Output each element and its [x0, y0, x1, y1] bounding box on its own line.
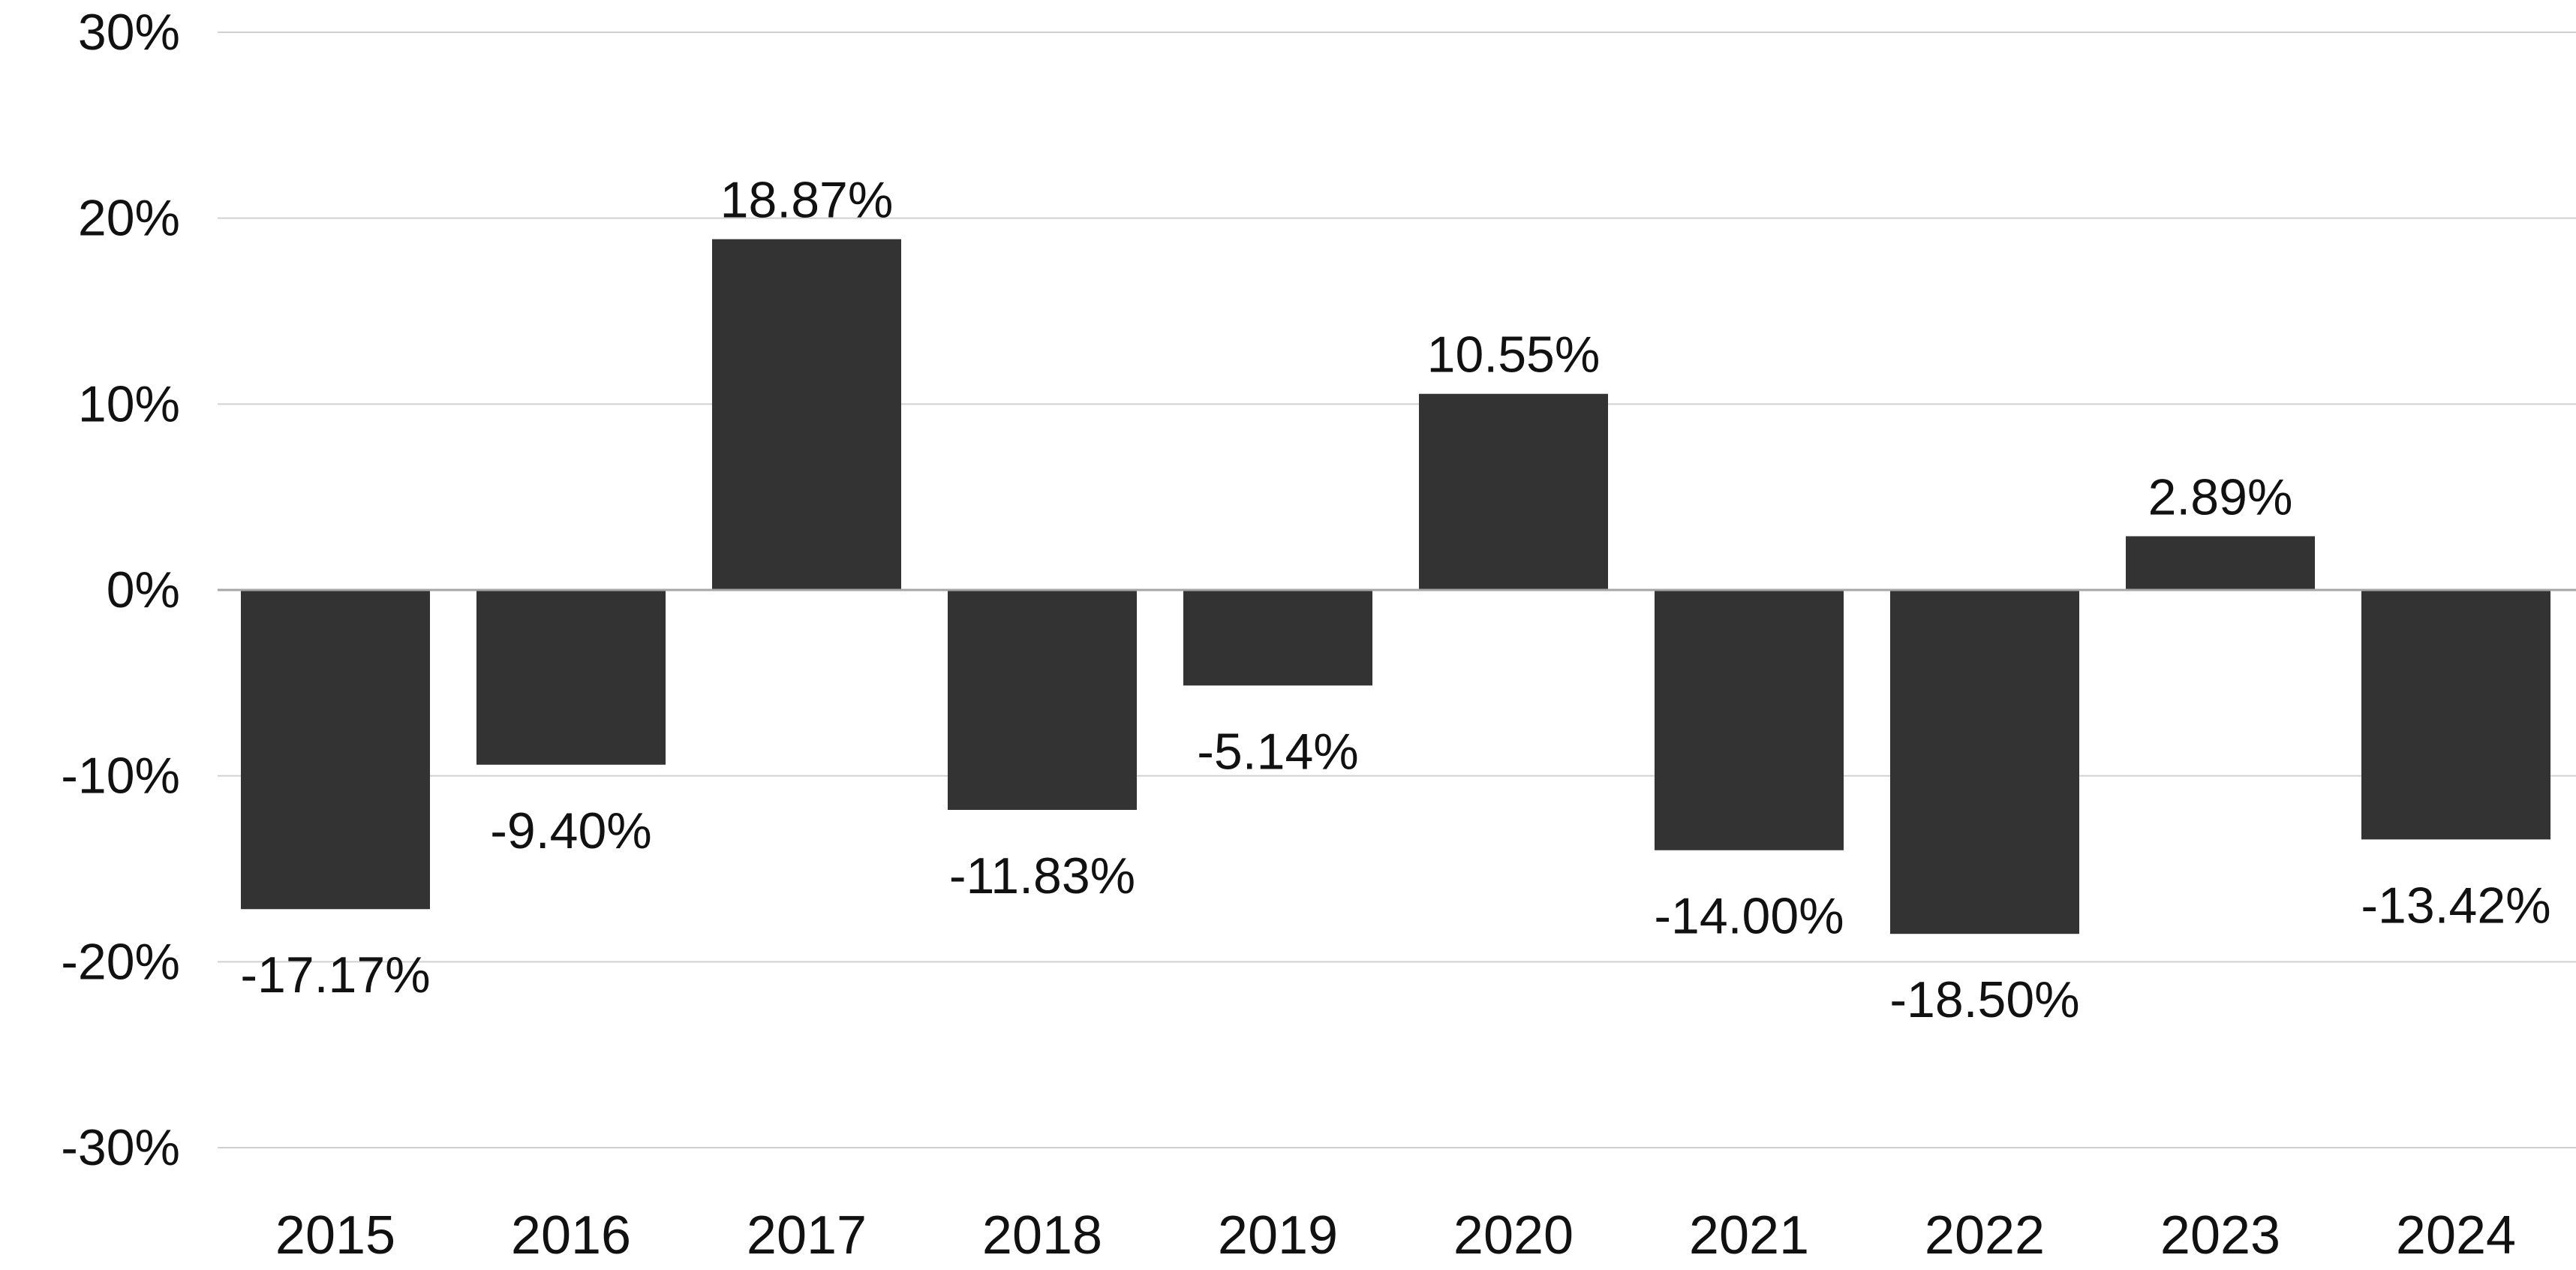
data-label: -13.42% [2361, 877, 2550, 934]
x-axis-category-labels: 2015 2016 2017 2018 2019 2020 2021 2022 2023 2024 [275, 1205, 2516, 1265]
data-label: 10.55% [1427, 327, 1601, 384]
bar-2022 [1890, 590, 2079, 934]
data-label: 18.87% [720, 172, 894, 229]
bar-2023 [2126, 536, 2315, 590]
y-tick-label: 30% [78, 4, 180, 61]
data-labels: -17.17% -9.40% 18.87% -11.83% -5.14% 10.55% -1… [240, 172, 2550, 1029]
y-tick-label: 10% [78, 375, 180, 432]
bar-2016 [476, 590, 666, 765]
data-label: -11.83% [949, 847, 1135, 904]
data-label: -14.00% [1654, 888, 1844, 945]
x-category-label: 2020 [1453, 1205, 1574, 1265]
x-category-label: 2018 [982, 1205, 1102, 1265]
gridlines [218, 32, 2576, 1148]
x-category-label: 2017 [747, 1205, 867, 1265]
data-label: -18.50% [1889, 971, 2079, 1028]
data-label: -17.17% [240, 946, 430, 1004]
y-tick-label: 20% [78, 190, 180, 247]
x-category-label: 2024 [2396, 1205, 2516, 1265]
x-category-label: 2015 [275, 1205, 395, 1265]
y-axis-tick-labels: 30% 20% 10% 0% -10% -20% -30% [61, 4, 180, 1176]
bars [241, 239, 2550, 934]
x-category-label: 2021 [1689, 1205, 1809, 1265]
x-category-label: 2023 [2160, 1205, 2280, 1265]
y-tick-label: -30% [61, 1119, 180, 1176]
y-tick-label: 0% [107, 561, 180, 618]
data-label: -5.14% [1197, 723, 1358, 780]
data-label: -9.40% [490, 802, 651, 859]
bar-2015 [241, 590, 430, 910]
bar-2017 [712, 239, 901, 590]
bar-2021 [1655, 590, 1844, 850]
x-category-label: 2016 [511, 1205, 631, 1265]
y-tick-label: -10% [61, 748, 180, 805]
bar-2018 [948, 590, 1137, 810]
bar-2024 [2361, 590, 2550, 840]
data-label: 2.89% [2148, 468, 2293, 525]
x-category-label: 2022 [1925, 1205, 2045, 1265]
bar-2020 [1419, 393, 1608, 590]
x-category-label: 2019 [1218, 1205, 1338, 1265]
y-tick-label: -20% [61, 933, 180, 990]
bar-2019 [1183, 590, 1372, 686]
